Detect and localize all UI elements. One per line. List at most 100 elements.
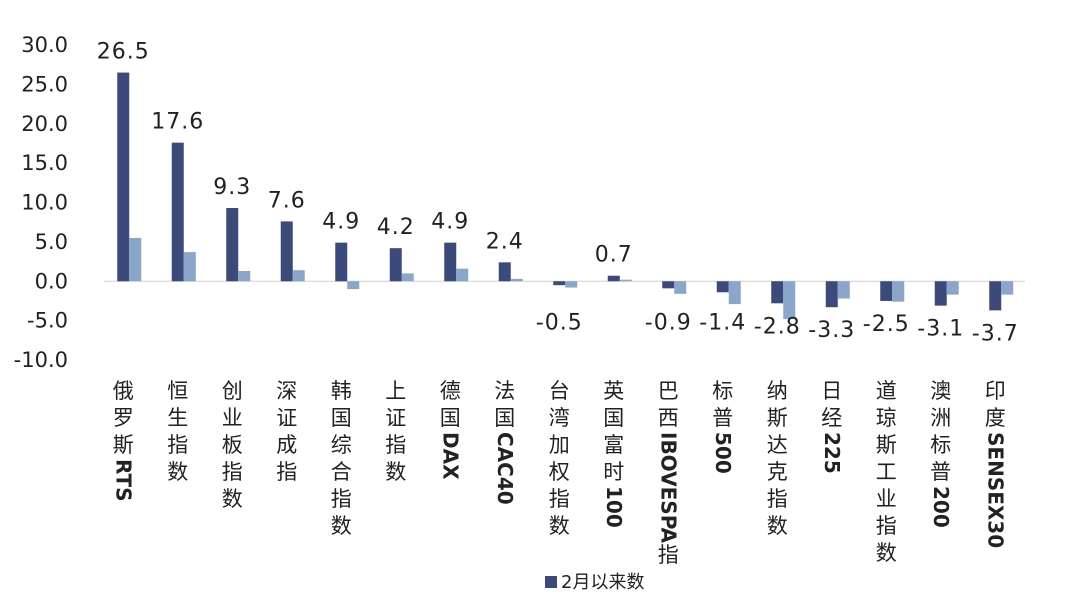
category-label-char: 指 <box>276 460 297 484</box>
bar-series1 <box>171 142 184 282</box>
category-label-char: 指 <box>549 487 570 511</box>
bar-series2 <box>292 270 305 282</box>
category-label-char: 数 <box>549 514 570 538</box>
category-label-char: 指 <box>658 543 679 567</box>
bar-series1 <box>880 281 893 301</box>
category-label-char: 指 <box>167 433 188 457</box>
category-label-char: 指 <box>767 487 788 511</box>
y-tick-label: 15.0 <box>21 151 68 175</box>
legend-swatch <box>545 576 557 588</box>
data-label: -0.5 <box>536 310 583 335</box>
bar-series2 <box>456 268 469 282</box>
data-label: 17.6 <box>151 110 204 135</box>
category-label-char: 韩 <box>331 379 352 403</box>
category-label-char: 指 <box>331 487 352 511</box>
bars-group <box>117 72 1014 320</box>
y-tick-label: 30.0 <box>21 33 68 57</box>
category-label-char: 指 <box>222 460 243 484</box>
category-label-char: 台 <box>549 379 570 403</box>
category-label-char: 业 <box>876 487 897 511</box>
bar-series2 <box>347 281 360 290</box>
category-label-char: 创 <box>222 379 243 403</box>
category-label-char: 富 <box>603 433 624 457</box>
category-label-char: 道 <box>876 379 897 403</box>
category-label-char: 印 <box>985 379 1006 403</box>
legend-label: 2月以来数 <box>561 572 644 593</box>
bar-series2 <box>946 281 959 295</box>
y-tick-label: 0.0 <box>35 269 68 293</box>
category-label-run: CAC40 <box>493 432 517 505</box>
category-label-char: 指 <box>385 433 406 457</box>
category-label-char: 巴 <box>658 379 679 403</box>
y-tick-label: 5.0 <box>35 230 68 254</box>
data-label: 9.3 <box>213 175 251 200</box>
category-label-char: 数 <box>331 514 352 538</box>
category-label-run: SENSEX30 <box>983 432 1007 548</box>
category-label-char: 数 <box>167 460 188 484</box>
category-label-char: 权 <box>549 460 570 484</box>
category-label-char: 证 <box>385 406 406 430</box>
category-label-char: 英 <box>603 379 624 403</box>
category-label-char: 时 <box>603 460 624 484</box>
category-label-char: 西 <box>658 406 679 430</box>
y-tick-label: -5.0 <box>27 309 68 333</box>
data-label: 0.7 <box>595 243 633 268</box>
bar-series1 <box>553 281 566 286</box>
bar-series1 <box>989 281 1002 311</box>
category-label-run: IBOVESPA <box>656 432 680 544</box>
category-label-char: 数 <box>222 487 243 511</box>
category-label-char: 深 <box>276 379 297 403</box>
data-label: 2.4 <box>486 229 524 254</box>
category-label-run: 225 <box>820 432 844 474</box>
data-label: 4.9 <box>322 210 360 235</box>
bar-series2 <box>510 278 523 282</box>
bar-series2 <box>238 271 251 282</box>
data-label: 4.9 <box>431 210 469 235</box>
category-label-char: 澳 <box>930 379 951 403</box>
bar-series2 <box>674 281 687 294</box>
category-label-char: 标 <box>712 379 733 403</box>
y-tick-label: 20.0 <box>21 112 68 136</box>
bar-series1 <box>934 281 947 306</box>
category-label-char: 成 <box>276 433 297 457</box>
bar-series1 <box>716 281 729 293</box>
data-label: -1.4 <box>699 310 746 335</box>
bar-series2 <box>892 281 905 302</box>
bar-series2 <box>837 281 850 299</box>
data-label: -2.8 <box>754 314 801 339</box>
x-axis-category-labels: 俄罗斯RTS恒生指数创业板指数深证成指韩国综合指数上证指数德国DAX法国CAC4… <box>111 379 1007 567</box>
data-label: 4.2 <box>377 215 415 240</box>
category-label-char: 克 <box>767 460 788 484</box>
category-label-char: 数 <box>876 541 897 565</box>
category-label-char: 证 <box>276 406 297 430</box>
category-label-run: DAX <box>438 432 462 480</box>
category-label-char: 俄 <box>113 379 134 403</box>
category-label-char: 国 <box>331 406 352 430</box>
category-label-char: 标 <box>930 433 951 457</box>
bar-series1 <box>389 248 402 282</box>
category-label-char: 加 <box>549 433 570 457</box>
category-label-char: 斯 <box>876 433 897 457</box>
category-label-char: 综 <box>331 433 352 457</box>
bar-series2 <box>619 279 632 282</box>
data-label: -3.7 <box>972 321 1019 346</box>
bar-series1 <box>825 281 838 308</box>
bar-series2 <box>565 281 578 288</box>
bar-series1 <box>335 242 348 282</box>
category-label-run: 200 <box>929 486 953 528</box>
bar-series1 <box>498 262 511 282</box>
category-label-char: 板 <box>222 433 243 457</box>
category-label-char: 湾 <box>549 406 570 430</box>
bar-series2 <box>401 273 414 282</box>
category-label-char: 德 <box>440 379 461 403</box>
y-tick-label: 10.0 <box>21 191 68 215</box>
